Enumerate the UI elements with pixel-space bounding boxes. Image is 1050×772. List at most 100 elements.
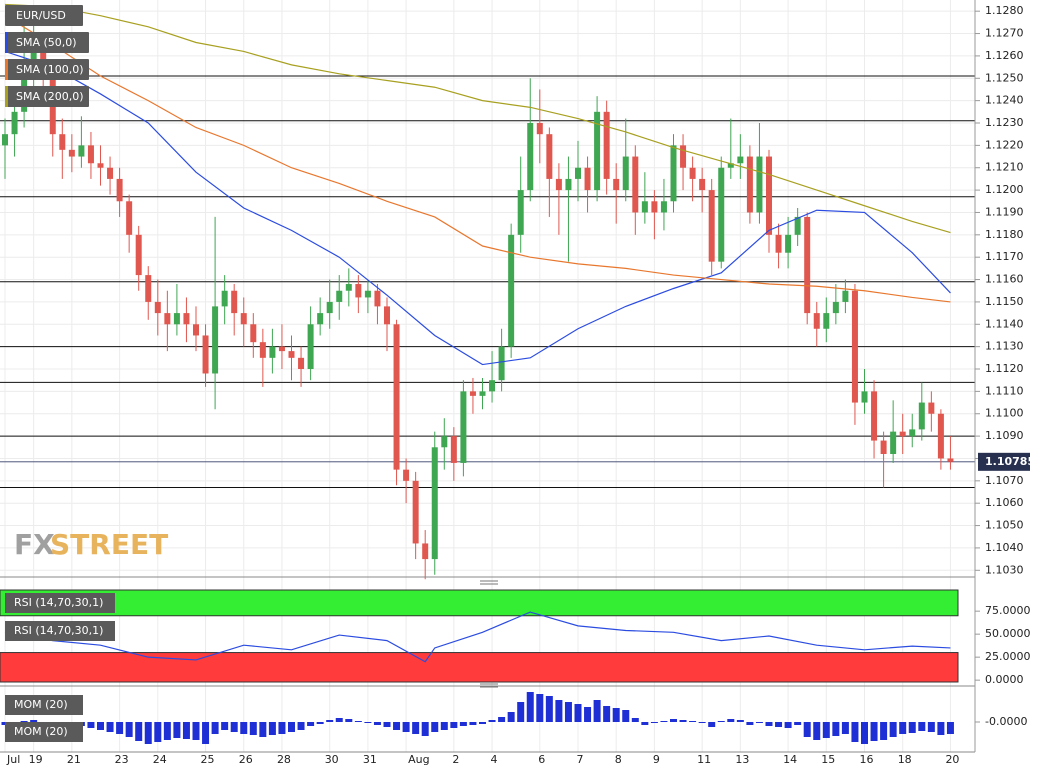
x-tick-label: 21	[67, 753, 81, 766]
mom-bar	[469, 722, 477, 725]
candle-body	[11, 111, 18, 135]
mom-bar	[173, 722, 181, 738]
mom-bar	[135, 722, 143, 741]
mom-bar	[450, 722, 458, 728]
mom-bar	[326, 720, 334, 722]
candle-body	[78, 145, 85, 157]
mom-bar	[116, 722, 124, 734]
candle-body	[546, 134, 553, 179]
candle-body	[431, 447, 438, 560]
mom-bar	[784, 722, 792, 728]
x-tick-label: 28	[277, 753, 291, 766]
y-tick-label: 25.0000	[985, 650, 1031, 663]
mom-bar	[603, 706, 611, 722]
candle-body	[183, 313, 190, 325]
mom-bar	[612, 708, 620, 722]
y-tick-label: 1.1050	[985, 519, 1024, 532]
mom-bar	[345, 719, 353, 722]
mom-bar	[297, 722, 305, 730]
overbought-zone	[0, 589, 959, 617]
mom-bar	[316, 722, 324, 724]
mom-bar	[851, 722, 859, 742]
x-tick-label: 11	[697, 753, 711, 766]
mom-bar	[717, 721, 725, 722]
mom-bar	[880, 722, 888, 740]
mom-bar	[288, 722, 295, 732]
candle-body	[785, 234, 792, 253]
x-tick-label: 15	[821, 753, 835, 766]
mom-bar	[946, 722, 954, 734]
mom-bar	[708, 722, 716, 727]
candle-body	[288, 351, 295, 358]
y-tick-label: 1.1060	[985, 496, 1024, 509]
candle-body	[842, 290, 849, 302]
candle-body	[861, 391, 868, 403]
candle-body	[450, 436, 457, 463]
resize-grip[interactable]	[480, 580, 498, 688]
x-tick-label: 9	[653, 753, 660, 766]
candle-body	[899, 431, 906, 437]
legend-box	[5, 59, 89, 80]
candle-body	[126, 201, 133, 235]
candle-body	[928, 402, 935, 414]
candle-body	[603, 111, 610, 179]
sma-line	[4, 50, 951, 366]
mom-bar	[87, 722, 95, 728]
x-tick-label: 31	[363, 753, 377, 766]
candle-body	[918, 402, 925, 430]
candle-body	[441, 436, 448, 448]
mom-bar	[861, 722, 868, 744]
mom-bar	[545, 696, 553, 722]
mom-bar	[202, 722, 210, 744]
candle-body	[298, 357, 305, 370]
y-tick-label: 1.1220	[985, 138, 1024, 151]
y-tick-label: 1.1140	[985, 317, 1024, 330]
x-tick-label: 2	[452, 753, 459, 766]
mom-bar	[97, 722, 104, 730]
watermark: FX	[14, 528, 55, 561]
candle-body	[231, 290, 238, 314]
candle-body	[374, 290, 381, 307]
mom-bar	[899, 722, 907, 734]
mom-bar	[459, 722, 467, 726]
mom-bar	[230, 722, 238, 732]
candle-body	[173, 313, 180, 325]
candle-body	[775, 234, 782, 253]
mom-bar	[402, 722, 410, 732]
mom-bar	[927, 722, 935, 732]
candle-body	[336, 290, 343, 302]
mom-bar	[746, 722, 754, 725]
candle-body	[651, 201, 658, 213]
candle-body	[613, 178, 620, 191]
candle-body	[240, 313, 247, 325]
candle-body	[460, 391, 467, 463]
y-tick-label: 1.1250	[985, 71, 1024, 84]
y-tick-label: 1.1280	[985, 4, 1024, 17]
legend-box	[5, 5, 83, 26]
mom-bar	[670, 719, 677, 722]
oversold-zone	[0, 652, 959, 683]
y-tick-label: 1.1100	[985, 407, 1024, 420]
mom-bar	[698, 722, 706, 723]
candle-body	[87, 145, 94, 164]
mom-bar	[393, 722, 401, 730]
candle-body	[317, 313, 324, 325]
mom-bar	[755, 722, 763, 723]
mom-bar	[383, 722, 391, 727]
candle-body	[680, 145, 687, 168]
candle-body	[880, 440, 887, 454]
mom-bar	[144, 722, 152, 744]
candle-body	[508, 234, 515, 347]
legend-label: MOM (20)	[14, 725, 68, 738]
mom-bar	[775, 722, 783, 727]
sma-line	[4, 3, 951, 234]
candle-body	[97, 163, 104, 168]
candle-body	[259, 342, 266, 358]
mom-bar	[832, 722, 840, 736]
candle-body	[202, 335, 209, 374]
mom-bar	[335, 718, 343, 722]
candle-body	[422, 543, 429, 560]
y-tick-label: 1.1260	[985, 49, 1024, 62]
x-tick-label: 23	[115, 753, 129, 766]
